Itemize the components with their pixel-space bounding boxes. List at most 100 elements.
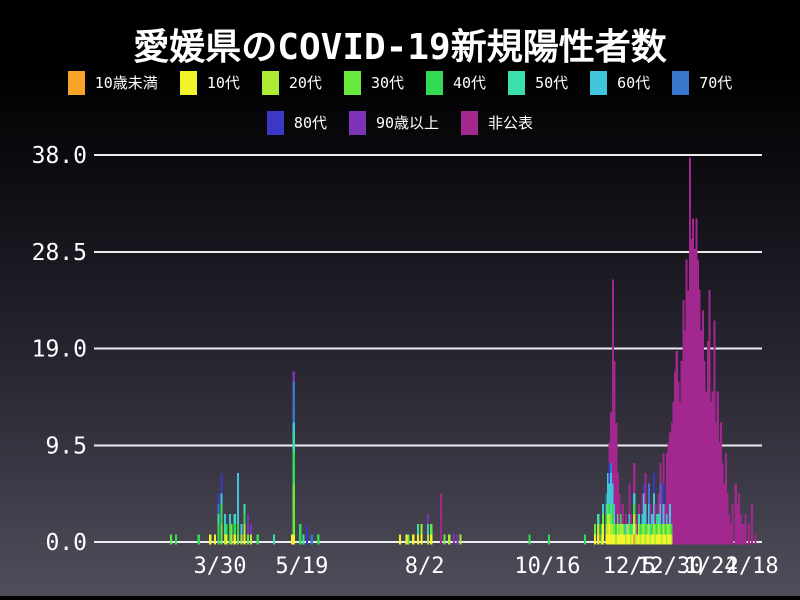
bar-segment: [605, 534, 608, 545]
legend-item-t50: 50代: [508, 70, 568, 95]
bar-segment: [217, 503, 220, 514]
legend-swatch-t60: [590, 70, 608, 95]
bar-segment: [667, 442, 670, 525]
bar-day-394: [737, 493, 741, 545]
bar-day-370: [698, 289, 701, 545]
bar-segment: [426, 524, 429, 535]
bar-segment: [713, 320, 716, 545]
bar-segment: [670, 524, 673, 535]
x-tick-label: 12/30: [637, 554, 703, 579]
legend-swatch-t10: [179, 70, 197, 95]
bar-segment: [430, 524, 433, 535]
bar-day-314: [606, 473, 610, 545]
bar-day-398: [744, 513, 747, 545]
bar-segment: [618, 524, 621, 535]
legend-label-t30: 30代: [370, 74, 404, 92]
bar-day-266: [528, 534, 531, 545]
bar-segment: [724, 452, 727, 545]
bar-day-366: [692, 218, 695, 545]
legend-label-u10: 10歳未満: [94, 74, 158, 92]
bar-day-121: [291, 534, 294, 545]
bar-segment: [606, 473, 610, 494]
bar-segment: [240, 524, 243, 535]
bar-day-377: [710, 401, 713, 545]
bar-day-361: [683, 330, 687, 545]
bar-day-388: [728, 513, 731, 545]
bar-segment: [693, 249, 696, 545]
legend-swatch-o90: [348, 110, 366, 135]
bar-segment: [616, 473, 619, 514]
bar-segment: [620, 534, 623, 545]
bar-segment: [729, 524, 732, 545]
bar-segment: [638, 534, 641, 545]
y-tick-label: 9.5: [45, 433, 87, 459]
bar-day-396: [741, 524, 744, 545]
bar-day-96: [250, 524, 253, 545]
bar-segment: [611, 503, 614, 525]
bar-day-224: [459, 534, 462, 545]
bar-segment: [593, 534, 596, 545]
x-tick-label: 8/2: [405, 554, 445, 579]
bar-day-372: [701, 310, 705, 545]
legend-label-t80: 80代: [293, 114, 327, 132]
legend-item-t20: 20代: [261, 70, 322, 95]
bar-segment: [250, 534, 253, 545]
bar-day-334: [639, 524, 642, 545]
bar-segment: [641, 493, 644, 514]
bar-segment: [665, 452, 668, 514]
bar-segment: [412, 534, 415, 545]
bar-segment: [613, 534, 616, 545]
bar-day-137: [317, 534, 320, 545]
bar-segment: [225, 534, 228, 545]
bar-segment: [680, 361, 683, 545]
legend-label-np: 非公表: [488, 114, 534, 132]
bar-segment: [629, 513, 632, 525]
bar-day-195: [412, 534, 415, 545]
bar-segment: [633, 534, 636, 545]
bar-day-86: [233, 513, 236, 545]
bar-day-387: [726, 493, 729, 545]
bar-segment: [639, 534, 642, 545]
bar-segment: [453, 534, 456, 545]
bar-segment: [679, 401, 682, 545]
bar-day-90: [240, 524, 243, 545]
bar-segment: [611, 483, 614, 504]
bar-segment: [646, 534, 649, 545]
bar-segment: [237, 473, 240, 525]
bar-day-352: [669, 432, 672, 545]
bar-day-400: [747, 524, 750, 545]
bar-segment: [209, 534, 212, 545]
y-tick-label: 0.0: [45, 530, 87, 556]
bar-segment: [615, 422, 618, 525]
bar-segment: [243, 503, 246, 514]
bar-day-353: [670, 422, 673, 545]
bar-segment: [716, 391, 719, 545]
bar-day-81: [225, 524, 228, 545]
bar-segment: [291, 534, 294, 545]
bar-day-332: [636, 513, 639, 545]
bar-segment: [644, 473, 647, 504]
bar-segment: [669, 503, 672, 525]
bar-segment: [721, 463, 724, 545]
bar-segment: [634, 524, 637, 535]
bar-day-94: [246, 513, 249, 545]
bar-segment: [610, 473, 613, 504]
bar-day-343: [654, 503, 657, 545]
bar-segment: [736, 503, 739, 545]
bar-segment: [610, 534, 613, 545]
gridlines: 0.0 9.5 19.0 28.5 38.0: [32, 143, 762, 556]
bar-segment: [698, 289, 701, 545]
bar-day-330: [633, 463, 636, 545]
bar-segment: [228, 524, 231, 545]
bar-segment: [223, 524, 227, 535]
bar-segment: [620, 524, 623, 535]
bar-segment: [634, 534, 637, 545]
bar-day-354: [672, 401, 675, 545]
bar-segment: [439, 493, 443, 545]
bar-day-392: [734, 483, 737, 545]
bar-segment: [737, 493, 741, 545]
bar-segment: [214, 534, 217, 545]
bar-segment: [669, 524, 672, 535]
bar-segment: [633, 513, 636, 525]
